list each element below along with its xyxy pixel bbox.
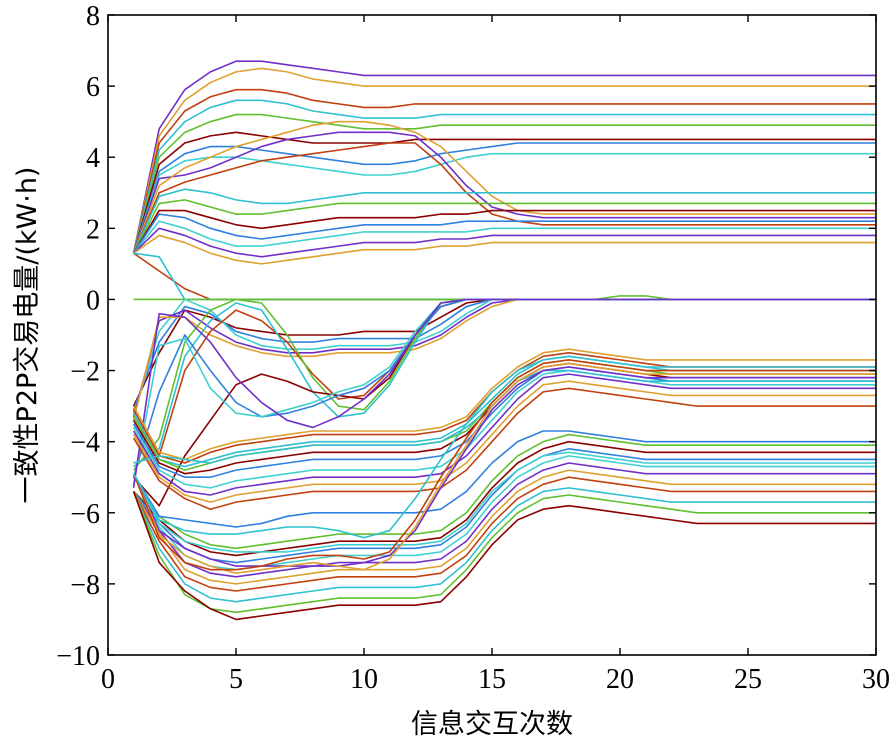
y-tick-label: 0	[86, 285, 100, 316]
series-line-42	[132, 380, 876, 503]
series-line-5	[132, 113, 876, 254]
x-tick-label: 20	[606, 664, 634, 695]
series-line-58	[132, 362, 876, 575]
series-line-6	[132, 131, 876, 254]
y-tick-label: 8	[86, 1, 100, 32]
series-line-39	[132, 366, 876, 479]
y-tick-label: −6	[70, 499, 100, 530]
x-tick-label: 25	[734, 664, 762, 695]
x-tick-label: 30	[862, 664, 890, 695]
series-line-47	[132, 447, 876, 564]
series-line-60	[132, 355, 876, 539]
series-line-38	[132, 362, 876, 475]
y-tick-label: 2	[86, 214, 100, 245]
series-line-13	[132, 199, 876, 254]
x-tick-label: 15	[478, 664, 506, 695]
series-line-56	[132, 451, 876, 553]
series-line-32	[132, 298, 876, 485]
series-line-2	[132, 67, 876, 254]
y-tick-label: 6	[86, 72, 100, 103]
series-line-43	[132, 387, 876, 511]
y-axis: 8 6 4 2 0 −2 −4 −6 −8 −10	[56, 1, 876, 672]
series-line-18	[133, 234, 876, 265]
x-axis: 0 5 10 15 20 25 30	[101, 15, 890, 695]
series-line-7	[132, 142, 876, 254]
series-lines	[132, 60, 876, 621]
series-line-8	[132, 152, 876, 254]
series-line-4	[132, 99, 876, 254]
y-axis-label: 一致性P2P交易电量/(kW·h)	[12, 167, 43, 504]
series-line-36	[132, 355, 876, 468]
series-line-10	[132, 120, 876, 254]
series-line-45	[133, 433, 876, 550]
series-line-1	[132, 60, 876, 254]
x-axis-label: 信息交互次数	[411, 709, 573, 740]
y-tick-label: −2	[70, 357, 100, 388]
series-line-20	[133, 252, 876, 301]
series-line-16	[132, 220, 876, 254]
series-line-14	[132, 209, 876, 254]
x-tick-label: 0	[101, 664, 115, 695]
series-line-50	[132, 469, 876, 585]
x-tick-label: 5	[229, 664, 243, 695]
series-line-59	[132, 359, 876, 571]
y-tick-label: −4	[70, 428, 100, 459]
series-line-11	[132, 142, 876, 254]
series-line-12	[132, 188, 876, 254]
series-line-54	[132, 491, 876, 621]
series-line-19	[133, 252, 876, 301]
series-line-40	[132, 369, 876, 489]
x-tick-label: 10	[350, 664, 378, 695]
series-line-49	[132, 462, 876, 578]
series-line-55	[132, 430, 876, 528]
y-tick-label: −10	[56, 641, 100, 672]
y-tick-label: −8	[70, 570, 100, 601]
series-line-34	[132, 348, 876, 461]
y-tick-label: 4	[86, 143, 100, 174]
series-line-3	[132, 88, 876, 254]
series-line-53	[132, 491, 876, 614]
series-line-52	[132, 487, 876, 603]
series-line-25	[132, 298, 876, 417]
series-line-51	[132, 476, 876, 592]
series-line-33	[132, 298, 876, 489]
series-line-41	[132, 373, 876, 496]
series-line-15	[132, 213, 876, 254]
series-line-17	[133, 227, 876, 258]
